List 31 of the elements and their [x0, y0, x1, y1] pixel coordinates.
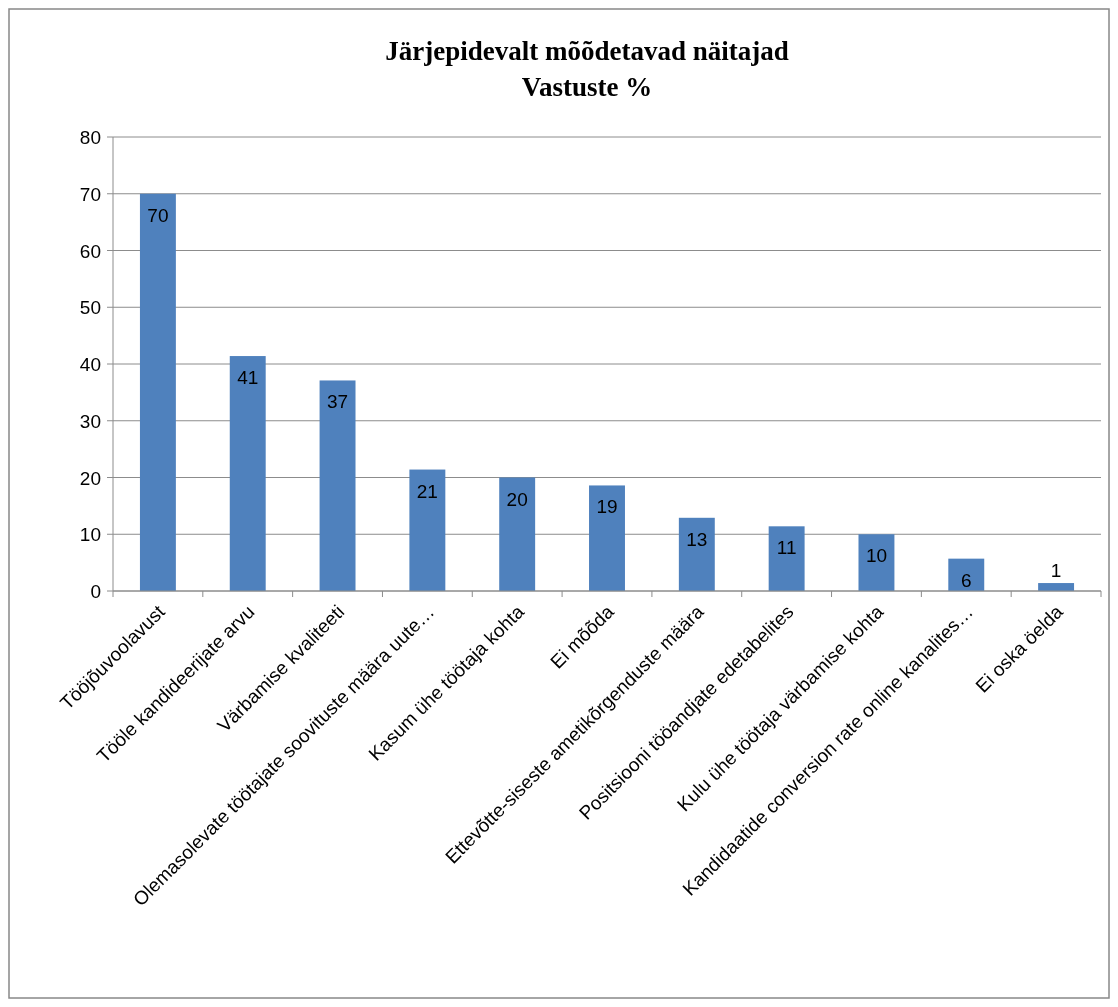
bar: [229, 356, 266, 591]
y-tick-label: 10: [79, 524, 101, 546]
bar: [589, 485, 625, 591]
data-label: 13: [686, 528, 708, 550]
data-label: 70: [147, 204, 169, 226]
chart-subtitle: Vastuste %: [521, 72, 653, 102]
data-label: 11: [776, 537, 797, 559]
bar: [319, 380, 356, 591]
data-label: 21: [416, 480, 438, 502]
data-label: 37: [326, 391, 349, 413]
y-tick-label: 40: [79, 354, 101, 375]
data-label: 10: [865, 545, 888, 567]
bar: [499, 477, 536, 591]
y-tick-label: 0: [90, 581, 101, 602]
y-tick-label: 60: [79, 240, 101, 262]
bar: [678, 517, 715, 591]
chart-title: Järjepidevalt mõõdetavad näitajad: [385, 36, 789, 66]
bar: [409, 469, 446, 591]
y-tick-label: 50: [79, 297, 101, 319]
data-label: 19: [596, 496, 618, 518]
data-label: 20: [506, 488, 528, 510]
y-tick-label: 20: [79, 467, 101, 489]
bar: [858, 534, 895, 591]
y-tick-label: 80: [79, 127, 101, 148]
y-tick-label: 30: [79, 410, 101, 432]
y-tick-label: 70: [79, 183, 101, 205]
bar: [139, 193, 176, 591]
data-label: 6: [960, 569, 972, 591]
data-label: 41: [237, 367, 259, 389]
data-label: 1: [1050, 560, 1062, 582]
bar: [768, 526, 805, 591]
